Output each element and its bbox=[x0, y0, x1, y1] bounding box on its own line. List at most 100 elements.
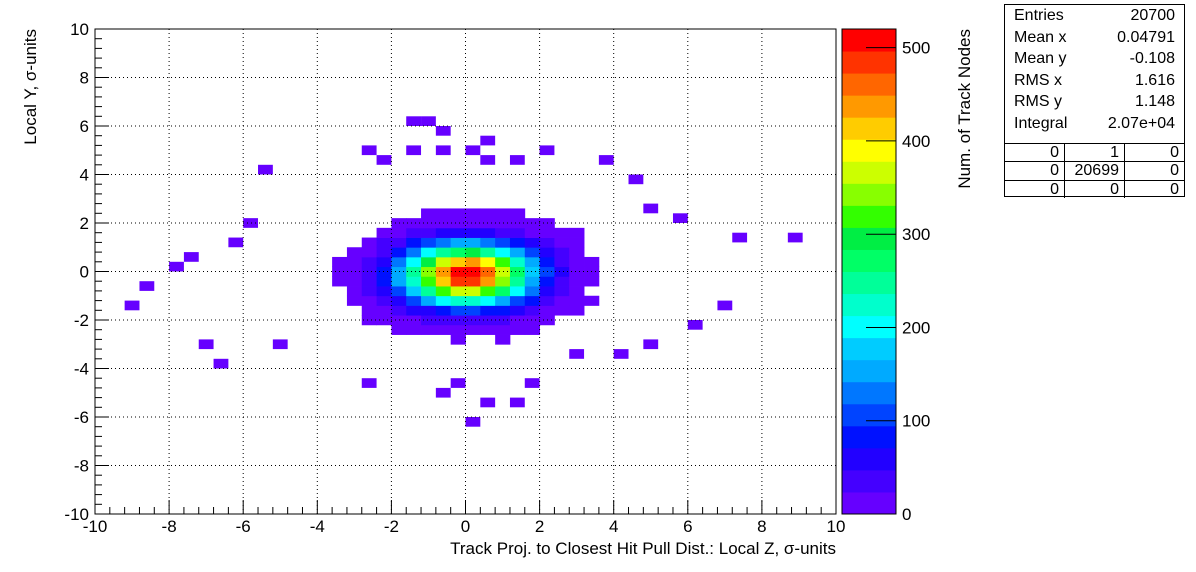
heatmap-cell bbox=[406, 276, 422, 287]
heatmap-cell bbox=[406, 305, 422, 316]
heatmap-cell bbox=[346, 247, 363, 258]
y-tick-label: -10 bbox=[64, 505, 89, 524]
heatmap-cell bbox=[361, 315, 377, 326]
heatmap-cell bbox=[509, 286, 526, 297]
heatmap-cell bbox=[435, 247, 452, 258]
heatmap-cell bbox=[435, 295, 452, 306]
palette-swatch bbox=[842, 161, 896, 184]
heatmap-cell bbox=[539, 247, 555, 258]
heatmap-cell bbox=[228, 237, 244, 248]
heatmap-cell bbox=[391, 227, 407, 238]
heatmap-cell bbox=[524, 266, 540, 277]
stats-row-rms-y: RMS y 1.148 bbox=[1005, 91, 1184, 113]
heatmap-cell bbox=[361, 295, 377, 306]
heatmap-cell bbox=[450, 334, 466, 345]
heatmap-cell bbox=[406, 266, 422, 277]
stats-value: 1.148 bbox=[1134, 93, 1175, 110]
stats-value: 2.07e+04 bbox=[1107, 114, 1175, 132]
palette-swatch bbox=[842, 469, 896, 493]
palette-swatch bbox=[842, 359, 896, 383]
heatmap-cell bbox=[613, 349, 629, 359]
heatmap-cell bbox=[361, 305, 377, 316]
y-tick-label: -6 bbox=[74, 408, 89, 427]
heatmap-cell bbox=[421, 218, 437, 229]
heatmap-cell bbox=[717, 300, 733, 311]
heatmap-cell bbox=[539, 227, 555, 238]
heatmap-cell bbox=[406, 247, 422, 258]
heatmap-cell bbox=[450, 218, 466, 229]
heatmap-cell bbox=[406, 227, 422, 238]
stats-grid-row: 0 20699 0 bbox=[1005, 162, 1184, 181]
palette-swatch bbox=[842, 117, 896, 140]
heatmap-cell bbox=[435, 387, 451, 398]
heatmap-cell bbox=[361, 266, 377, 277]
heatmap-cell bbox=[376, 305, 392, 316]
heatmap-cell bbox=[524, 247, 540, 258]
x-tick-label: 6 bbox=[683, 517, 692, 536]
heatmap-cell bbox=[421, 286, 437, 297]
palette-tick-label: 100 bbox=[902, 412, 930, 431]
heatmap-cell bbox=[421, 276, 437, 287]
heatmap-cell bbox=[509, 155, 525, 165]
heatmap-cell bbox=[376, 256, 392, 268]
stats-grid-cell: 1 bbox=[1065, 144, 1125, 162]
y-tick-label: 0 bbox=[80, 263, 89, 282]
heatmap-cell bbox=[391, 256, 407, 268]
heatmap-cell bbox=[421, 305, 437, 316]
heatmap-cell bbox=[569, 349, 585, 359]
heatmap-cell bbox=[524, 218, 540, 229]
heatmap-cell bbox=[480, 286, 496, 297]
heatmap-cell bbox=[421, 116, 436, 126]
stats-grid-cell: 0 bbox=[1005, 144, 1065, 162]
x-tick-label: -6 bbox=[236, 517, 251, 536]
heatmap-cell bbox=[421, 295, 437, 306]
heatmap-cell bbox=[524, 315, 540, 326]
stats-label: RMS y bbox=[1014, 93, 1062, 110]
heatmap-cell bbox=[361, 378, 377, 388]
heatmap-cell bbox=[524, 324, 540, 335]
x-tick-label: -2 bbox=[384, 517, 399, 536]
heatmap-cell bbox=[406, 145, 422, 156]
heatmap-cell bbox=[465, 417, 481, 427]
heatmap-cell bbox=[376, 247, 392, 258]
heatmap-cell bbox=[406, 116, 422, 126]
heatmap-cell bbox=[554, 295, 570, 306]
heatmap-cell bbox=[480, 155, 496, 165]
heatmap-cell bbox=[465, 145, 481, 156]
heatmap-cell bbox=[406, 286, 422, 297]
heatmap-cell bbox=[524, 305, 540, 316]
heatmap-cell bbox=[480, 295, 496, 306]
palette-swatch bbox=[842, 227, 896, 250]
heatmap-cell bbox=[213, 358, 229, 369]
heatmap-cell bbox=[524, 378, 540, 388]
heatmap-cell bbox=[376, 266, 392, 277]
heatmap-cell bbox=[421, 237, 437, 248]
heatmap-cell bbox=[643, 203, 659, 214]
heatmap-cell bbox=[243, 218, 259, 228]
heatmap-cell bbox=[435, 256, 452, 268]
x-tick-label: 4 bbox=[609, 517, 618, 536]
heatmap-cell bbox=[272, 339, 288, 350]
heatmap-cell bbox=[465, 324, 481, 335]
heatmap-cell bbox=[406, 256, 422, 268]
stats-label: Mean x bbox=[1014, 28, 1067, 46]
heatmap-cell bbox=[569, 286, 585, 297]
heatmap-cell bbox=[435, 126, 451, 136]
x-tick-label: -10 bbox=[83, 517, 108, 536]
heatmap-cell bbox=[376, 237, 392, 248]
heatmap-cell bbox=[361, 145, 377, 156]
heatmap-cell bbox=[361, 237, 377, 248]
heatmap-cell bbox=[450, 256, 466, 268]
heatmap-cell bbox=[450, 295, 466, 306]
heatmap-cell bbox=[787, 232, 803, 243]
heatmap-cell bbox=[524, 286, 540, 297]
heatmap-cell bbox=[450, 286, 466, 297]
x-axis-title: Track Proj. to Closest Hit Pull Dist.: L… bbox=[450, 539, 836, 558]
heatmap-cell bbox=[450, 315, 466, 326]
heatmap-cell bbox=[465, 266, 481, 277]
heatmap-cell bbox=[435, 227, 452, 238]
heatmap-cell bbox=[465, 218, 481, 229]
heatmap-cell bbox=[539, 237, 555, 248]
heatmap-cell bbox=[539, 145, 555, 156]
stats-row-mean-y: Mean y -0.108 bbox=[1005, 48, 1184, 70]
